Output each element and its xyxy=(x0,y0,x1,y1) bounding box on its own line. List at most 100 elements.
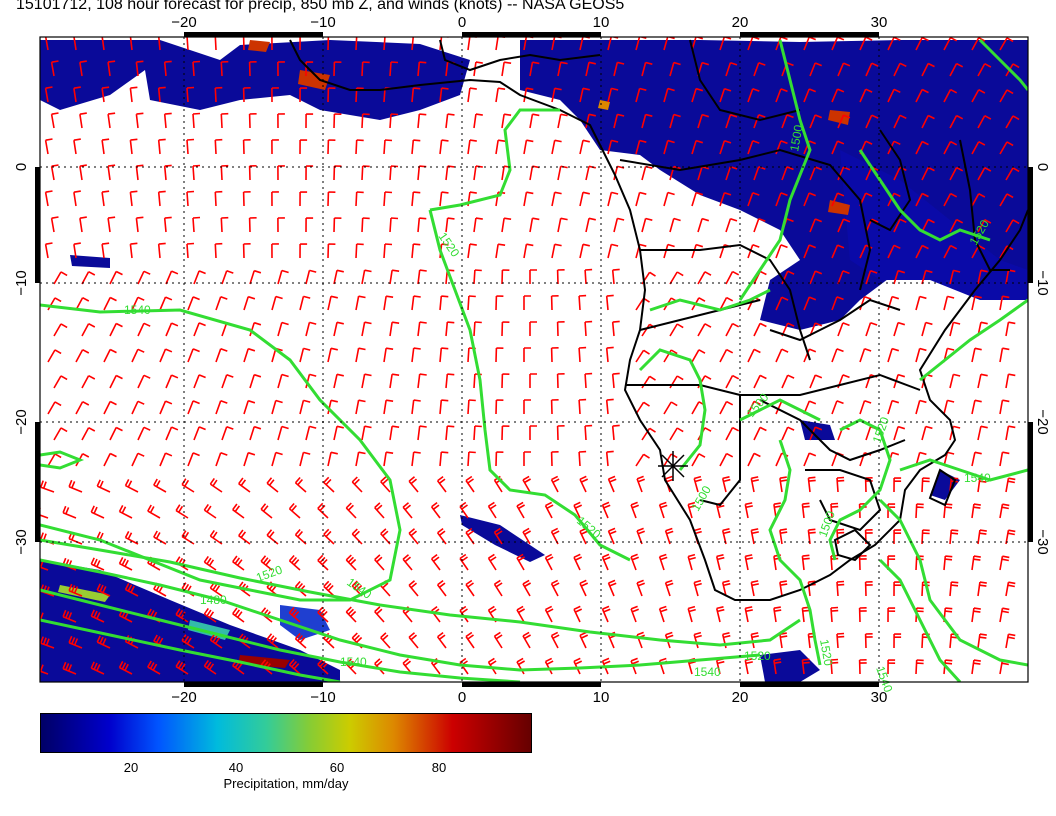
wind-barb xyxy=(836,528,845,545)
wind-barb xyxy=(430,501,441,519)
wind-barb xyxy=(831,244,845,259)
wind-barb xyxy=(467,87,477,103)
wind-barb xyxy=(232,555,245,571)
wind-barb xyxy=(81,374,96,389)
wind-barb xyxy=(887,192,901,207)
wind-barb xyxy=(439,451,449,467)
wind-barb xyxy=(79,112,87,129)
wind-barb xyxy=(165,270,179,285)
wind-barb xyxy=(999,89,1014,103)
wind-barb xyxy=(408,528,419,545)
wind-barb xyxy=(271,399,283,415)
wind-barb xyxy=(103,400,117,415)
wind-barb xyxy=(299,139,308,155)
wind-barb xyxy=(775,296,789,311)
wind-barb xyxy=(465,631,475,649)
wind-barb xyxy=(607,475,617,493)
wind-barb xyxy=(96,583,111,597)
wind-barb xyxy=(333,321,344,337)
wind-barb xyxy=(775,192,788,207)
wind-barb xyxy=(579,87,590,103)
wind-barb xyxy=(551,139,562,155)
wind-barb xyxy=(153,478,167,493)
wind-barb xyxy=(44,190,53,207)
wind-barb xyxy=(578,450,587,467)
wind-barb xyxy=(445,425,455,441)
wind-barb xyxy=(949,581,959,597)
wind-barb xyxy=(487,553,497,571)
wind-barb xyxy=(781,114,794,129)
wind-barb xyxy=(605,450,614,467)
wind-barb xyxy=(495,295,504,311)
wind-barb xyxy=(323,476,335,493)
wind-barb xyxy=(411,243,421,259)
wind-barb xyxy=(361,165,370,181)
wind-barb xyxy=(809,374,823,389)
lon-labels-bottom: −20 −10 0 10 20 30 xyxy=(171,689,887,706)
wind-barb xyxy=(109,426,123,441)
wind-barb xyxy=(887,295,900,311)
wind-barb xyxy=(436,527,447,545)
wind-barb xyxy=(921,425,933,441)
wind-barb xyxy=(516,605,525,623)
wind-barb xyxy=(915,192,929,207)
wind-barb xyxy=(887,88,901,103)
wind-barb xyxy=(214,138,223,155)
wind-barb xyxy=(516,657,525,675)
wind-barb xyxy=(529,321,537,336)
wind-barb xyxy=(635,191,647,207)
wind-barb xyxy=(135,112,144,129)
wind-barb xyxy=(971,192,986,207)
wind-barb xyxy=(417,217,427,233)
wind-barb xyxy=(317,502,329,519)
wind-barb xyxy=(260,503,273,519)
wind-barb xyxy=(361,321,372,337)
wind-barb xyxy=(809,166,822,181)
wind-barb xyxy=(323,528,335,545)
wind-barb xyxy=(747,452,761,467)
colorbar-tick-label: 60 xyxy=(329,760,345,775)
wind-barb xyxy=(50,216,59,233)
wind-barb xyxy=(389,217,399,233)
wind-barb xyxy=(579,579,589,597)
wind-barb xyxy=(584,268,593,285)
wind-barb xyxy=(333,217,342,233)
wind-barb xyxy=(585,217,596,233)
wind-barb xyxy=(305,61,314,77)
wind-barb xyxy=(327,87,336,103)
wind-barb xyxy=(630,501,639,519)
wind-barb xyxy=(487,501,497,519)
wind-barb xyxy=(271,191,279,207)
wind-barb xyxy=(949,114,964,129)
wind-barb xyxy=(157,138,166,155)
wind-barb xyxy=(773,606,782,623)
wind-barb xyxy=(383,37,392,51)
wind-barb xyxy=(977,373,988,389)
wind-barb xyxy=(523,399,531,414)
wind-barb xyxy=(187,452,200,467)
wind-barb xyxy=(266,529,279,545)
wind-barb xyxy=(215,348,228,363)
wind-barb xyxy=(544,501,554,519)
wind-barb xyxy=(635,87,647,103)
wind-barb xyxy=(333,165,342,181)
wind-barb xyxy=(411,295,421,311)
wind-barb xyxy=(436,475,447,493)
wind-barb xyxy=(556,425,565,441)
wind-barb xyxy=(747,88,760,103)
wind-barb xyxy=(157,190,166,207)
wind-barb xyxy=(493,527,503,545)
lat-tick-label: −10 xyxy=(1034,270,1051,295)
wind-barb xyxy=(277,113,285,129)
wind-barb xyxy=(613,217,625,233)
wind-barb xyxy=(663,191,675,207)
wind-barb xyxy=(101,37,105,51)
wind-barb xyxy=(747,400,761,415)
wind-barb xyxy=(249,269,262,285)
wind-barb xyxy=(556,321,565,337)
wind-barb xyxy=(831,88,845,103)
wind-barb xyxy=(445,373,455,389)
wind-barb xyxy=(459,553,469,571)
wind-barb xyxy=(361,217,370,233)
wind-barb xyxy=(305,425,317,441)
